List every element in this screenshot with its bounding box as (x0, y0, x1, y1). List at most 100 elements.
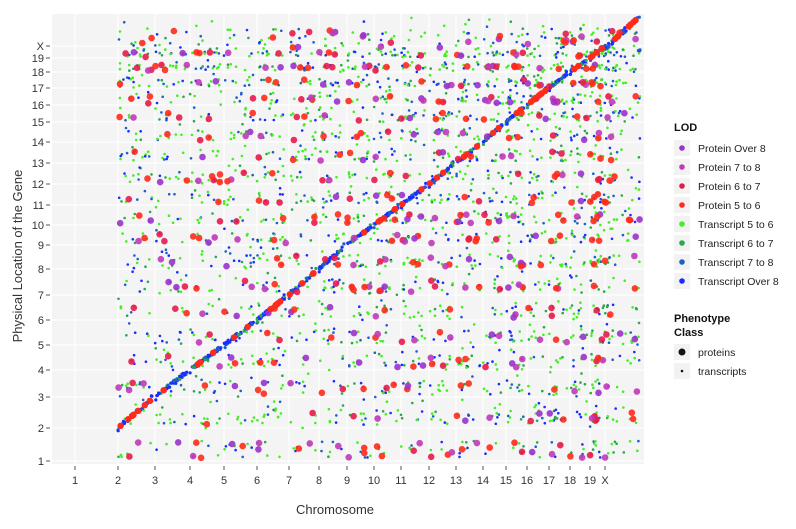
transcript-point (375, 423, 379, 426)
protein-point (372, 153, 380, 161)
transcript-point (223, 346, 227, 350)
transcript-point (288, 315, 291, 318)
transcript-point (206, 359, 210, 363)
transcript-point (181, 79, 184, 83)
transcript-point (476, 98, 480, 102)
transcript-point (583, 261, 586, 264)
transcript-point (494, 341, 497, 345)
transcript-point (380, 299, 383, 302)
transcript-point (173, 420, 176, 424)
transcript-point (486, 169, 490, 173)
transcript-point (461, 440, 464, 444)
transcript-point (126, 382, 129, 386)
transcript-point (323, 280, 326, 283)
transcript-point (384, 391, 388, 395)
transcript-point (264, 218, 268, 222)
transcript-point (145, 332, 149, 336)
protein-point (507, 152, 515, 160)
transcript-point (305, 254, 309, 257)
protein-point (631, 252, 638, 260)
transcript-point (234, 276, 238, 280)
transcript-point (444, 339, 447, 343)
transcript-point (171, 64, 175, 68)
transcript-point (381, 112, 384, 115)
protein-point (216, 363, 223, 370)
transcript-point (618, 78, 621, 82)
protein-point (199, 310, 206, 318)
transcript-point (362, 198, 366, 202)
transcript-point (414, 280, 417, 284)
protein-point (310, 270, 317, 277)
transcript-point (332, 331, 335, 334)
transcript-point (577, 312, 580, 315)
transcript-point (385, 239, 388, 242)
transcript-point (592, 134, 596, 138)
transcript-point (275, 221, 279, 225)
transcript-point (597, 450, 601, 454)
protein-point (524, 40, 532, 48)
protein-point (460, 153, 468, 160)
transcript-point (420, 314, 423, 318)
transcript-point (430, 219, 433, 223)
protein-point (276, 336, 283, 344)
transcript-point (390, 113, 394, 117)
protein-point (128, 358, 135, 365)
transcript-point (424, 181, 428, 185)
transcript-point (324, 44, 328, 47)
transcript-point (467, 55, 470, 59)
transcript-point (402, 261, 406, 265)
transcript-point (191, 171, 194, 174)
transcript-point (594, 144, 597, 147)
transcript-point (607, 34, 611, 37)
transcript-point (409, 29, 412, 32)
transcript-point (509, 201, 512, 204)
transcript-point (365, 155, 369, 159)
transcript-point (526, 74, 529, 77)
protein-point (257, 359, 264, 366)
protein-point (562, 30, 569, 38)
transcript-point (369, 281, 372, 285)
transcript-point (262, 78, 266, 82)
transcript-point (512, 446, 515, 450)
transcript-point (396, 409, 400, 412)
protein-point (168, 258, 176, 266)
transcript-point (590, 334, 593, 338)
transcript-point (329, 199, 333, 202)
protein-point (193, 285, 200, 292)
protein-point (515, 281, 523, 289)
transcript-point (638, 137, 642, 140)
transcript-point (393, 48, 396, 51)
protein-point (334, 261, 342, 268)
transcript-point (498, 348, 501, 352)
transcript-point (389, 50, 393, 54)
transcript-point (565, 237, 568, 240)
transcript-point (420, 328, 423, 332)
transcript-point (339, 70, 342, 73)
x-tick-label: 3 (152, 475, 158, 487)
transcript-point (135, 383, 138, 387)
transcript-point (299, 144, 302, 147)
protein-point (255, 197, 263, 204)
transcript-point (135, 92, 138, 96)
transcript-point (585, 400, 588, 403)
transcript-point (443, 61, 447, 64)
protein-point (546, 410, 554, 417)
protein-point (588, 236, 596, 244)
transcript-point (266, 405, 270, 408)
protein-point (511, 63, 518, 71)
transcript-point (541, 70, 544, 74)
protein-point (560, 416, 567, 423)
transcript-point (155, 448, 158, 452)
transcript-point (256, 51, 260, 54)
protein-point (605, 93, 612, 100)
transcript-point (632, 70, 636, 73)
transcript-point (289, 113, 293, 117)
transcript-point (520, 339, 523, 343)
transcript-point (240, 260, 244, 264)
transcript-point (125, 279, 128, 283)
transcript-point (615, 420, 619, 423)
protein-point (360, 444, 368, 452)
transcript-point (629, 213, 632, 217)
protein-point (633, 388, 641, 395)
transcript-point (260, 38, 263, 42)
